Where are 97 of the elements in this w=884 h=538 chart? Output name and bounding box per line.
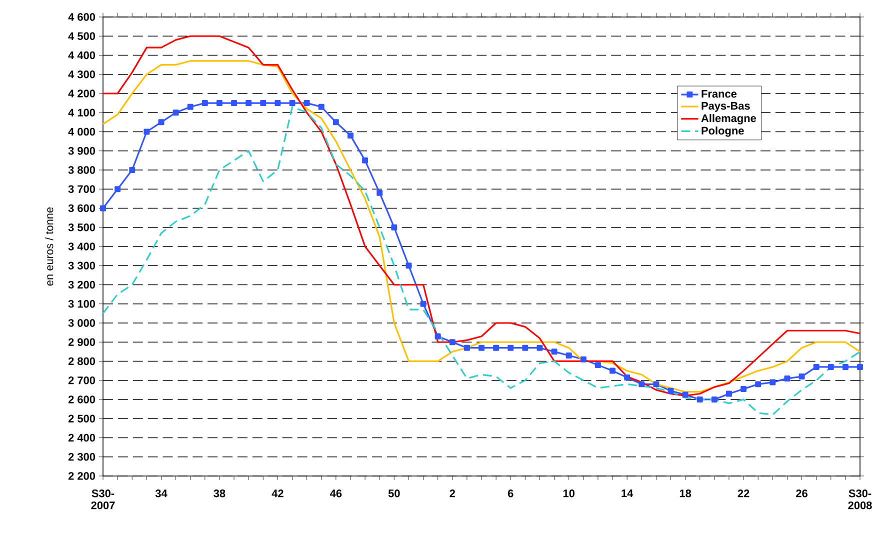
point [594,362,601,368]
x-tick-label: 2 [450,490,456,498]
point [638,381,645,388]
point [842,364,848,370]
point [624,374,630,380]
point [449,339,456,346]
point [784,375,790,382]
y-tick-label: 4 100 [68,108,96,116]
legend-label: France [702,90,737,98]
y-tick-label: 2 900 [68,338,96,346]
point [857,364,864,370]
point [100,205,106,212]
x-tick-label: 14 [622,490,634,498]
point [144,128,150,135]
point [770,379,776,386]
x-tick-label: 46 [330,490,342,498]
point [391,224,398,230]
point [376,190,383,196]
point [202,100,208,106]
point [740,386,747,392]
y-tick-label: 3 700 [68,185,96,193]
x-tick-label: 22 [738,490,750,498]
y-tick-label: 4 600 [68,13,96,21]
point [551,348,558,355]
point [536,344,543,351]
y-tick-label: 3 000 [68,319,96,327]
y-tick-label: 3 400 [68,242,96,250]
y-tick-label: 3 200 [68,280,96,289]
legend-label: Allemagne [701,114,756,124]
point [755,381,762,388]
point [420,300,426,307]
y-tick-label: 4 300 [68,70,96,78]
point [172,110,179,116]
point [158,119,164,126]
point [406,262,412,269]
y-tick-label: 3 100 [68,300,96,308]
x-tick-label: 50 [388,490,400,498]
point [187,104,194,110]
point [726,390,732,397]
point [653,381,660,388]
x-tick-label: S30-2007 [91,490,115,510]
point [274,100,281,106]
y-tick-label: 2 200 [68,472,96,480]
legend-label: Pologne [702,126,744,137]
point [318,104,324,110]
point [289,100,296,106]
y-tick-label: 4 500 [68,32,96,40]
y-tick-label: 2 700 [68,376,96,384]
point [580,356,586,362]
point [828,364,834,370]
x-tick-label: 38 [214,490,226,498]
point [493,344,500,351]
point [216,100,222,106]
legend-label: Pays-Bas [702,102,750,112]
point [522,344,528,351]
y-tick-label: 2 500 [68,414,96,422]
point [668,388,674,394]
x-tick-label: 10 [563,490,574,498]
y-tick-label: 3 900 [68,146,96,155]
y-tick-label: 3 300 [68,262,96,270]
x-tick-label: 26 [796,490,808,498]
y-axis-title: en euros / tonne [45,207,54,286]
x-tick-label: 18 [680,490,692,498]
point [304,100,310,106]
y-tick-label: 3 600 [68,204,96,212]
y-tick-label: 2 400 [68,434,96,442]
point [332,119,339,126]
x-tick-label: S30-2008 [848,490,872,510]
point [813,364,820,370]
y-tick-label: 2 800 [68,357,96,366]
point [246,100,252,106]
point [508,344,514,351]
y-tick-label: 4 400 [68,51,96,60]
point [798,374,805,380]
point [114,186,121,192]
y-tick-label: 4 000 [68,128,96,136]
point [711,396,718,402]
y-tick-label: 3 500 [68,223,96,232]
point [348,132,354,139]
point [434,333,441,340]
y-tick-label: 3 800 [68,166,96,174]
point [129,166,136,173]
x-tick-label: 6 [508,490,514,498]
y-tick-label: 2 600 [68,396,96,404]
x-tick-label: 34 [155,490,168,498]
point [610,368,616,374]
y-tick-label: 4 200 [68,90,96,98]
point [566,352,572,358]
point [478,344,485,351]
point [682,392,688,398]
x-tick-label: 42 [272,490,284,498]
y-tick-label: 2 300 [68,452,96,461]
point [464,344,470,351]
point [260,100,266,106]
point [231,100,238,106]
point [362,157,368,164]
point [696,396,703,402]
